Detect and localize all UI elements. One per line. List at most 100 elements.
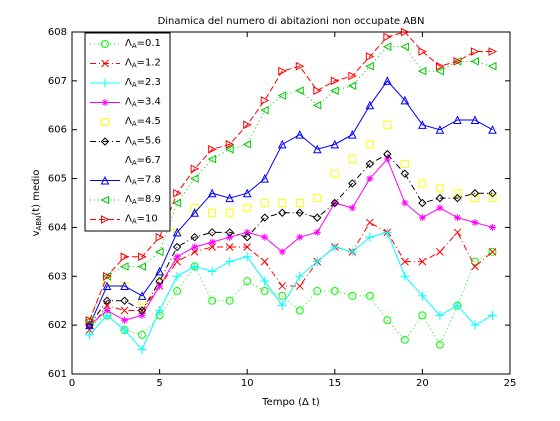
marker bbox=[330, 198, 340, 208]
marker bbox=[436, 204, 444, 212]
marker bbox=[156, 282, 164, 290]
marker bbox=[100, 175, 110, 185]
marker bbox=[242, 232, 252, 242]
marker bbox=[452, 301, 462, 311]
legend-label: ΛA=1.2 bbox=[125, 58, 161, 70]
marker bbox=[225, 296, 234, 305]
series-line bbox=[89, 153, 493, 326]
marker bbox=[348, 204, 356, 212]
series-line bbox=[89, 80, 493, 326]
marker bbox=[121, 316, 129, 324]
marker bbox=[277, 91, 287, 100]
marker bbox=[190, 262, 200, 272]
marker bbox=[208, 208, 217, 217]
marker bbox=[208, 144, 217, 154]
series bbox=[86, 155, 496, 329]
marker bbox=[243, 228, 251, 236]
marker bbox=[172, 242, 182, 252]
marker bbox=[208, 296, 217, 305]
marker bbox=[243, 120, 252, 130]
marker bbox=[418, 311, 427, 320]
marker bbox=[365, 159, 375, 169]
marker bbox=[100, 195, 109, 205]
marker bbox=[295, 199, 304, 207]
marker bbox=[295, 86, 304, 95]
marker bbox=[278, 66, 287, 76]
marker bbox=[435, 61, 445, 71]
marker bbox=[435, 310, 445, 320]
marker bbox=[330, 286, 339, 295]
series bbox=[85, 227, 497, 355]
legend-box bbox=[84, 32, 171, 232]
marker bbox=[436, 248, 444, 256]
marker bbox=[277, 301, 287, 311]
marker bbox=[137, 291, 147, 300]
legend-label: ΛA=0.1 bbox=[125, 38, 161, 50]
marker bbox=[348, 291, 357, 300]
marker bbox=[154, 247, 164, 257]
marker bbox=[85, 330, 95, 340]
marker bbox=[296, 233, 304, 241]
marker bbox=[101, 40, 109, 48]
marker bbox=[400, 159, 409, 168]
marker bbox=[155, 266, 164, 276]
marker bbox=[260, 199, 269, 207]
marker bbox=[400, 42, 409, 51]
marker bbox=[330, 169, 339, 178]
marker bbox=[488, 248, 497, 256]
marker bbox=[312, 257, 322, 267]
x-tick-label: 15 bbox=[328, 378, 341, 389]
legend: ΛA=0.1 ΛA=1.2 ΛA=2.3 ΛA=3.4 ΛA=4.5 ΛA=5.6 ΛA=6… bbox=[84, 32, 171, 232]
marker bbox=[260, 257, 269, 266]
marker bbox=[242, 188, 252, 198]
marker bbox=[330, 86, 339, 95]
marker bbox=[103, 271, 112, 281]
marker bbox=[137, 345, 147, 355]
marker bbox=[172, 198, 182, 208]
marker bbox=[225, 208, 234, 217]
marker bbox=[330, 139, 340, 149]
marker bbox=[85, 320, 94, 330]
marker bbox=[365, 291, 374, 300]
marker bbox=[417, 66, 427, 76]
marker bbox=[120, 281, 129, 291]
marker bbox=[207, 228, 217, 237]
marker bbox=[295, 282, 304, 290]
y-tick-label: 602 bbox=[48, 320, 67, 331]
marker bbox=[453, 214, 461, 222]
x-tick-label: 0 bbox=[69, 378, 75, 389]
marker bbox=[102, 281, 112, 291]
marker bbox=[348, 155, 357, 164]
marker bbox=[155, 276, 164, 286]
series bbox=[85, 120, 497, 330]
series bbox=[85, 27, 498, 325]
x-tick-label: 20 bbox=[416, 378, 429, 389]
marker bbox=[100, 78, 110, 88]
marker bbox=[435, 340, 444, 349]
marker bbox=[365, 52, 375, 61]
marker bbox=[155, 232, 165, 242]
marker bbox=[418, 214, 426, 222]
marker bbox=[435, 193, 445, 203]
series bbox=[85, 149, 497, 330]
marker bbox=[400, 271, 410, 281]
marker bbox=[435, 66, 444, 76]
marker bbox=[365, 140, 374, 149]
marker bbox=[295, 61, 305, 71]
marker bbox=[313, 86, 322, 95]
marker bbox=[313, 194, 322, 203]
legend-label: ΛA=10 bbox=[125, 214, 158, 226]
marker bbox=[488, 194, 497, 203]
marker bbox=[348, 71, 357, 81]
marker bbox=[278, 248, 286, 256]
marker bbox=[295, 208, 304, 217]
legend-label: ΛA=2.3 bbox=[125, 77, 161, 89]
legend-label: ΛA=5.6 bbox=[125, 136, 161, 148]
y-tick-label: 603 bbox=[48, 271, 67, 282]
marker bbox=[190, 203, 199, 212]
marker bbox=[488, 125, 497, 134]
marker bbox=[225, 243, 234, 251]
legend-label: ΛA=6.7 bbox=[125, 155, 161, 167]
marker bbox=[487, 61, 497, 71]
y-tick-label: 601 bbox=[48, 369, 67, 380]
